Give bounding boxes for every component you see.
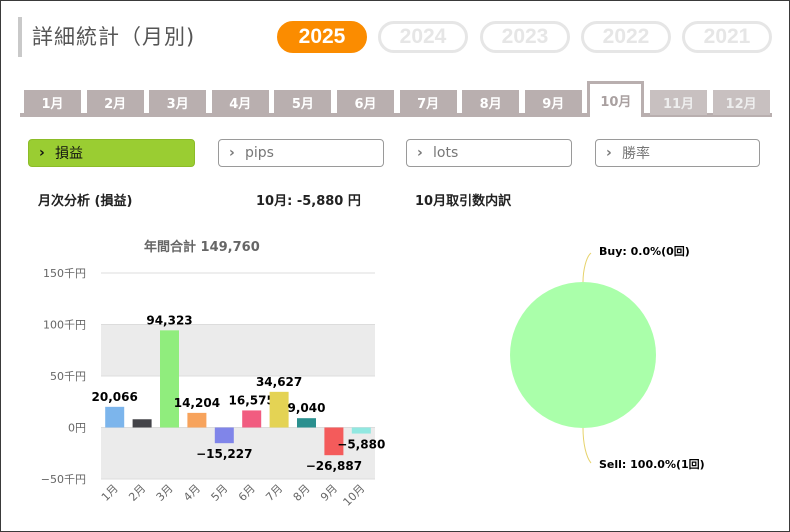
pie-label-buy: Buy: 0.0%(0回) — [599, 244, 690, 258]
bar-data-label: −5,880 — [337, 438, 385, 452]
year-button-2024[interactable]: 2024 — [378, 21, 468, 53]
month-tab-2[interactable]: 2月 — [86, 90, 144, 115]
chevron-right-icon: › — [606, 145, 612, 161]
pie-slice-sell[interactable] — [510, 282, 656, 428]
page-title: 詳細統計（月別) — [18, 17, 262, 57]
pie-label-connector — [582, 427, 592, 464]
x-tick-label: 9月 — [318, 482, 340, 504]
bar-3[interactable] — [160, 330, 179, 428]
monthly-profit-bar-chart: 150千円 100千円 50千円 0円 −50千円 20,066 1月 2月 94,323 3月 1… — [41, 267, 386, 509]
y-tick-label: 50千円 — [50, 370, 86, 383]
metric-button-profit[interactable]: › 損益 — [28, 139, 195, 167]
y-tick-label: 150千円 — [43, 267, 86, 280]
plot-band-1 — [101, 324, 375, 376]
month-tab-1[interactable]: 1月 — [24, 90, 81, 115]
year-button-2023[interactable]: 2023 — [480, 21, 570, 53]
metric-label: 損益 — [55, 146, 83, 162]
year-button-2021[interactable]: 2021 — [682, 21, 772, 53]
y-tick-label: 0円 — [68, 422, 86, 435]
bar-data-label: 9,040 — [288, 401, 326, 415]
x-tick-label: 2月 — [126, 482, 148, 504]
month-tab-10[interactable]: 10月 — [587, 81, 645, 117]
bar-8[interactable] — [297, 418, 316, 428]
bar-4[interactable] — [187, 412, 207, 428]
metric-label: pips — [245, 145, 274, 161]
chevron-right-icon: › — [417, 145, 423, 161]
bar-data-label: −15,227 — [196, 447, 252, 461]
selected-month-result: 10月: -5,880 円 — [256, 194, 361, 209]
bar-data-label: 20,066 — [92, 390, 138, 404]
chevron-right-icon: › — [229, 145, 235, 161]
month-tab-6[interactable]: 6月 — [337, 90, 394, 115]
page-title-text: 詳細統計（月別) — [32, 25, 196, 49]
metric-button-pips[interactable]: › pips — [218, 139, 384, 167]
trade-breakdown-pie-chart: Buy: 0.0%(0回) Sell: 100.0%(1回) — [510, 244, 705, 471]
metric-label: 勝率 — [622, 146, 650, 162]
metric-label: lots — [433, 145, 459, 161]
month-tab-9[interactable]: 9月 — [524, 90, 582, 115]
month-tab-7[interactable]: 7月 — [399, 90, 457, 115]
bar-data-label: 14,204 — [174, 396, 220, 410]
month-tab-12[interactable]: 12月 — [712, 90, 770, 115]
bar-1[interactable] — [105, 406, 125, 428]
y-tick-label: 100千円 — [43, 319, 86, 332]
metric-button-winrate[interactable]: › 勝率 — [595, 139, 760, 167]
trade-breakdown-heading: 10月取引数内訳 — [415, 194, 512, 209]
year-button-2022[interactable]: 2022 — [581, 21, 671, 53]
bar-data-label: −26,887 — [306, 459, 362, 473]
x-tick-label: 8月 — [291, 482, 313, 504]
bar-10[interactable] — [351, 427, 371, 434]
x-tick-label: 10月 — [341, 482, 368, 509]
bar-5[interactable] — [214, 427, 234, 444]
bar-6[interactable] — [242, 410, 262, 428]
pie-label-sell: Sell: 100.0%(1回) — [599, 457, 705, 471]
y-tick-label: −50千円 — [41, 473, 86, 486]
bar-2[interactable] — [132, 419, 152, 428]
bar-7[interactable] — [269, 391, 289, 428]
x-tick-label: 7月 — [263, 482, 285, 504]
x-tick-label: 6月 — [236, 482, 258, 504]
x-tick-label: 5月 — [209, 482, 231, 504]
bar-data-label: 34,627 — [256, 375, 302, 389]
x-tick-label: 3月 — [154, 482, 176, 504]
month-tabs-baseline — [20, 113, 772, 117]
month-tab-8[interactable]: 8月 — [462, 90, 520, 115]
year-button-2025[interactable]: 2025 — [277, 21, 367, 53]
x-tick-label: 1月 — [99, 482, 121, 504]
bar-data-label: 94,323 — [146, 313, 192, 327]
month-tab-5[interactable]: 5月 — [274, 90, 332, 115]
chevron-right-icon: › — [39, 145, 45, 161]
month-tab-4[interactable]: 4月 — [211, 90, 269, 115]
month-tabs: 1月 2月 3月 4月 5月 6月 7月 8月 9月 10月 11月 12月 — [20, 81, 772, 119]
bar-data-label: 16,575 — [229, 393, 275, 407]
pie-label-connector — [582, 252, 592, 283]
month-tab-11[interactable]: 11月 — [650, 90, 707, 115]
annual-total: 年間合計 149,760 — [144, 240, 260, 255]
bar-9[interactable] — [324, 427, 344, 456]
metric-button-lots[interactable]: › lots — [406, 139, 572, 167]
month-tab-3[interactable]: 3月 — [149, 90, 207, 115]
x-tick-label: 4月 — [181, 482, 203, 504]
monthly-analysis-heading: 月次分析 (損益) — [38, 194, 133, 209]
